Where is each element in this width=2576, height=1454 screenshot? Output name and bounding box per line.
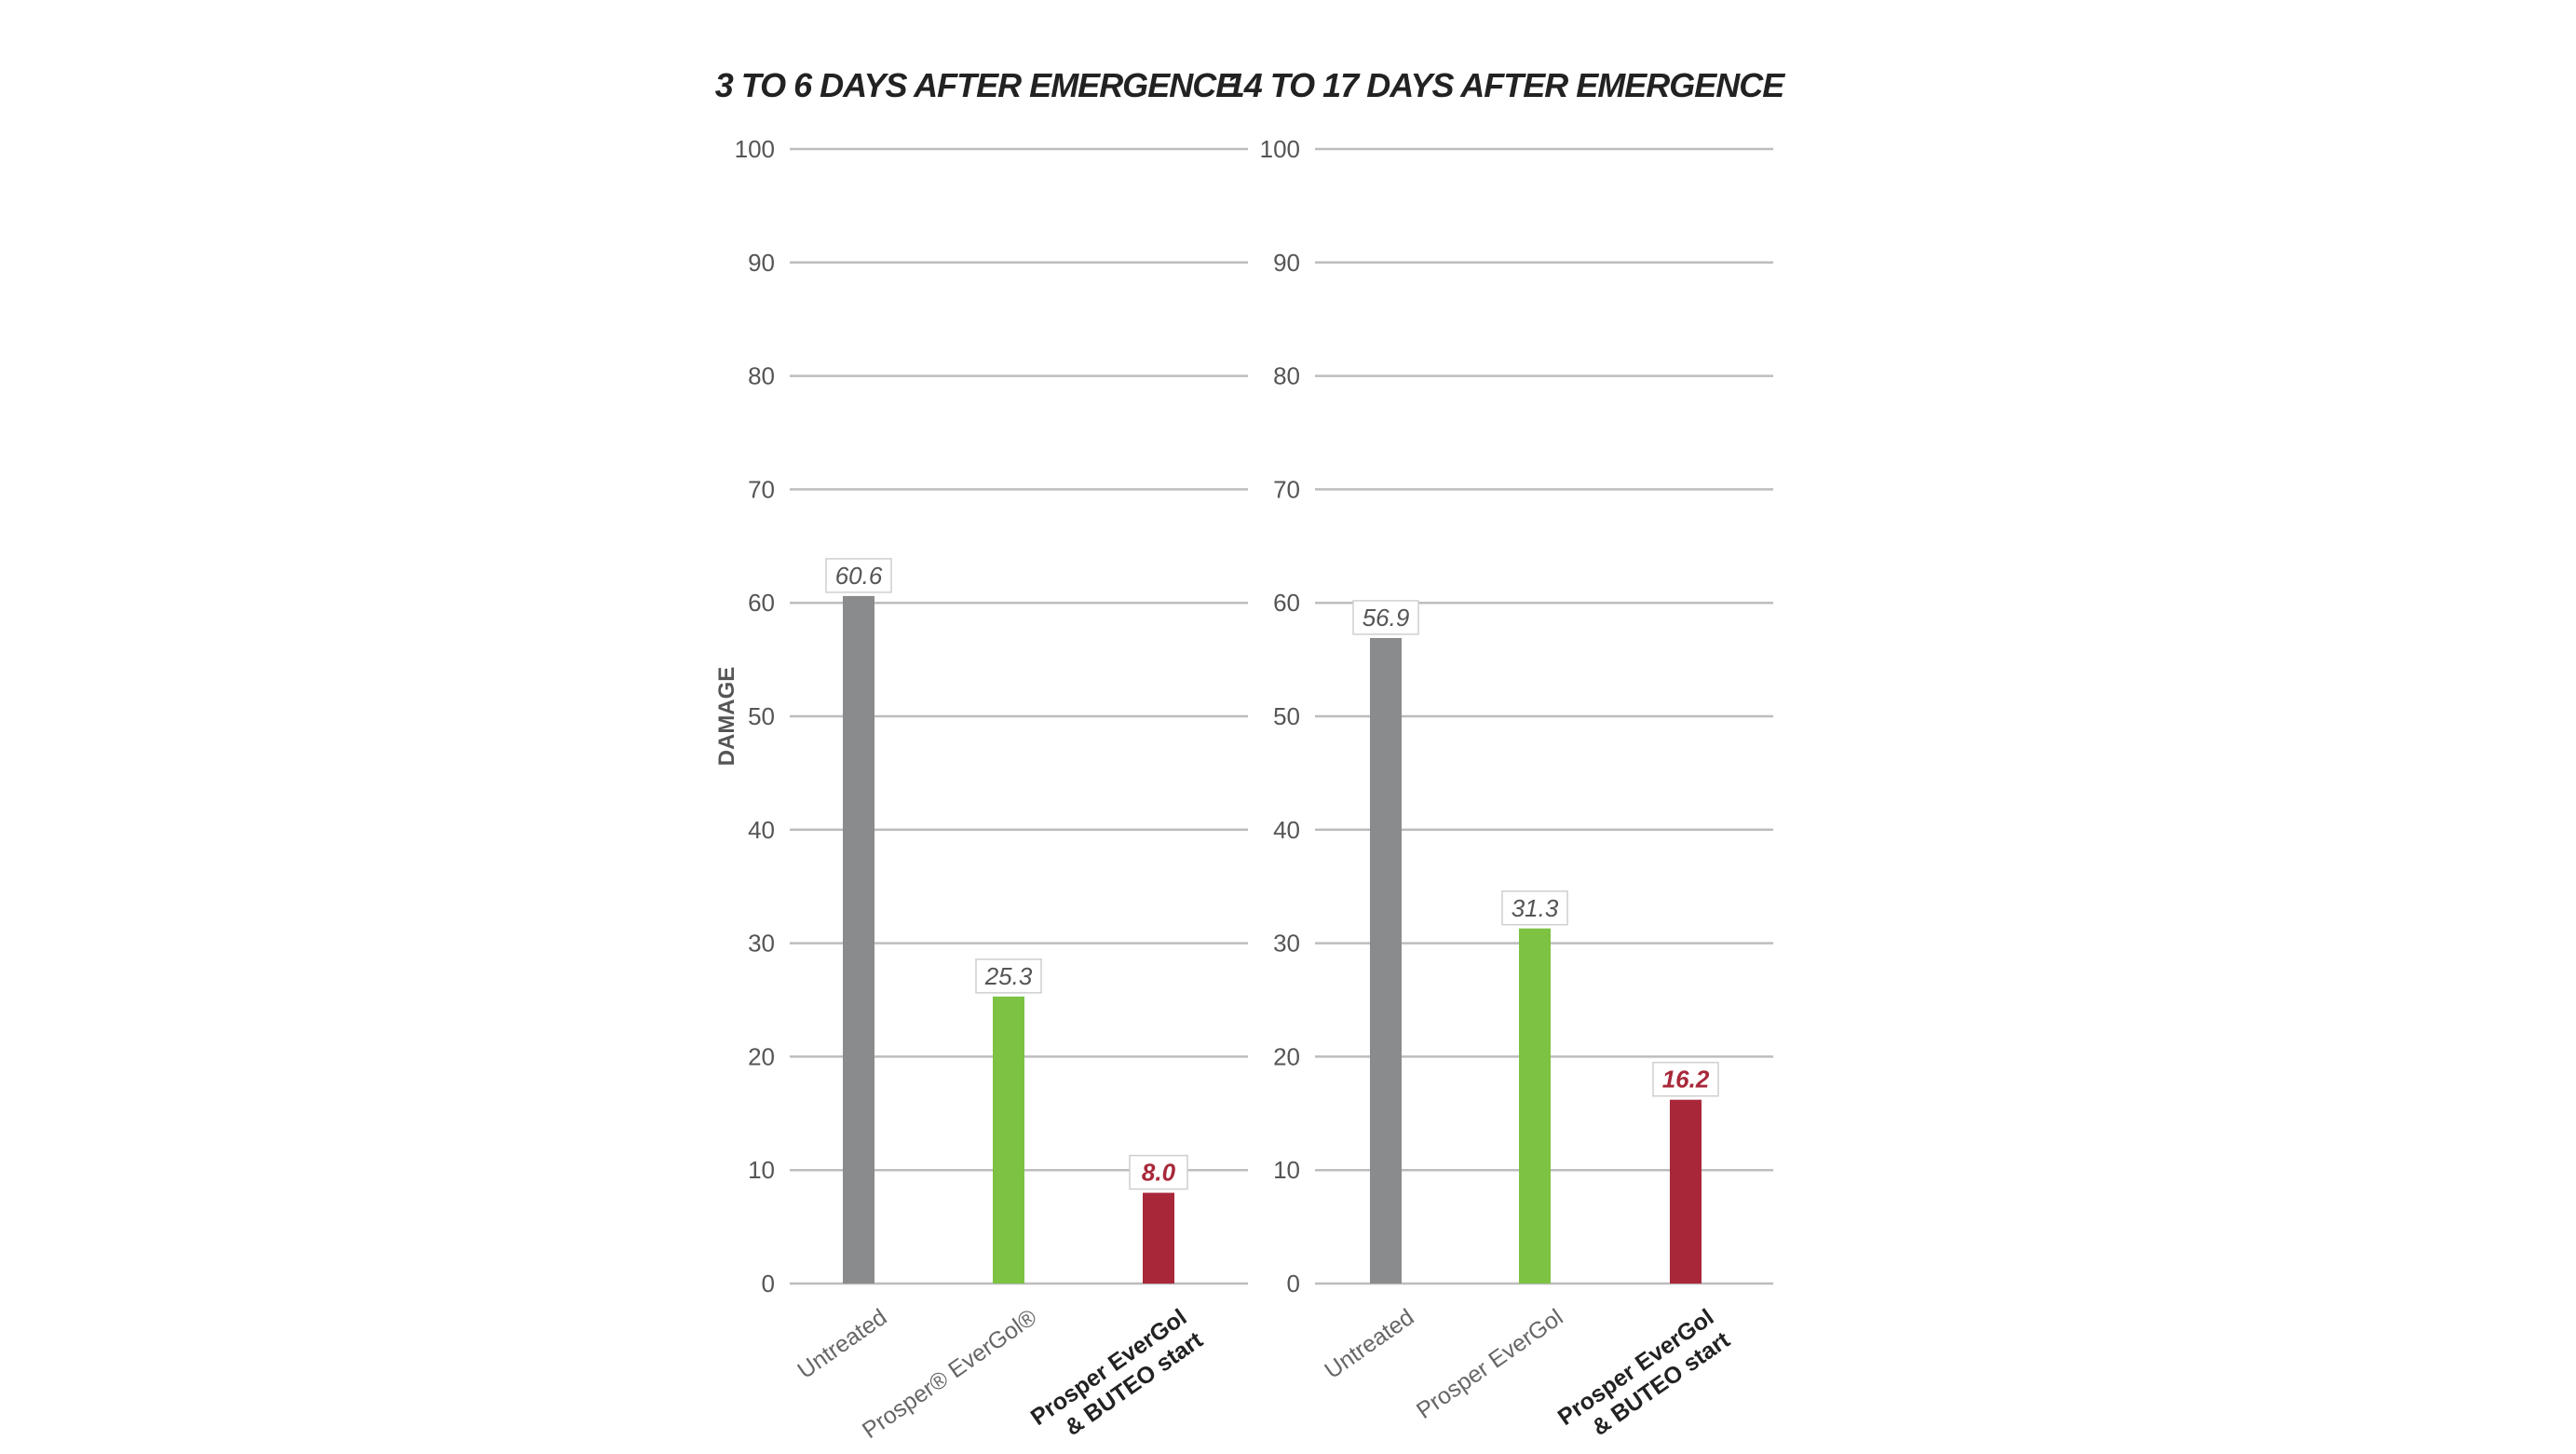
chart1-value-label-3: 8.0: [1142, 1159, 1176, 1187]
chart1-y-tick-0: 0: [762, 1270, 775, 1298]
chart1-y-tick-50: 50: [748, 702, 775, 730]
chart2-y-tick-30: 30: [1273, 930, 1300, 958]
chart2-bar-1: [1370, 637, 1402, 1284]
chart2-bar-3: [1670, 1099, 1702, 1284]
chart1-value-box-2: [975, 958, 1042, 994]
chart1-value-box-1: [825, 558, 892, 593]
chart1-bar-1: [843, 595, 874, 1284]
chart1-y-tick-10: 10: [748, 1156, 775, 1184]
chart1-bar-2: [993, 996, 1024, 1284]
chart2-value-box-3: [1652, 1061, 1719, 1097]
chart2-category-label-1: Untreated: [1320, 1304, 1418, 1384]
chart1-value-label-1: 60.6: [835, 562, 883, 590]
chart1-category-label-3: Prosper EverGol& BUTEO start: [1026, 1304, 1208, 1449]
chart2-y-tick-10: 10: [1273, 1156, 1300, 1184]
chart2-y-tick-40: 40: [1273, 816, 1300, 844]
chart2-value-label-3: 16.2: [1662, 1066, 1710, 1094]
chart2-category-label-1-line-1: Untreated: [1320, 1304, 1418, 1384]
chart2-y-tick-80: 80: [1273, 362, 1300, 390]
chart1-y-tick-30: 30: [748, 930, 775, 958]
chart2-category-label-2: Prosper EverGol: [1412, 1304, 1567, 1424]
chart2-category-label-2-line-1: Prosper EverGol: [1412, 1304, 1567, 1424]
chart2-value-label-1: 56.9: [1363, 604, 1410, 632]
chart1-category-label-1: Untreated: [793, 1304, 891, 1384]
chart1-y-tick-100: 100: [735, 135, 775, 163]
chart1-y-tick-90: 90: [748, 249, 775, 277]
chart2-value-box-1: [1352, 600, 1419, 635]
chart2-y-tick-100: 100: [1260, 135, 1300, 163]
chart1-y-tick-40: 40: [748, 816, 775, 844]
chart1-y-tick-60: 60: [748, 589, 775, 617]
chart2-y-tick-50: 50: [1273, 702, 1300, 730]
chart2-y-tick-20: 20: [1273, 1042, 1300, 1070]
chart2-category-label-3: Prosper EverGol& BUTEO start: [1553, 1304, 1735, 1449]
chart1-y-tick-70: 70: [748, 475, 775, 503]
chart1-y-tick-20: 20: [748, 1042, 775, 1070]
chart1-value-label-2: 25.3: [984, 962, 1033, 990]
chart2-title: 14 TO 17 DAYS AFTER EMERGENCE: [1227, 66, 1785, 104]
chart2-y-tick-0: 0: [1287, 1270, 1300, 1298]
chart1-title: 3 TO 6 DAYS AFTER EMERGENCE: [715, 66, 1239, 104]
chart2-value-box-2: [1501, 890, 1568, 926]
chart2-y-tick-90: 90: [1273, 249, 1300, 277]
chart1-y-axis-title: DAMAGE: [714, 667, 739, 767]
chart1-bar-3: [1143, 1192, 1174, 1284]
chart2-bar-2: [1519, 928, 1551, 1284]
chart1-category-label-1-line-1: Untreated: [793, 1304, 891, 1384]
chart2-y-tick-60: 60: [1273, 589, 1300, 617]
chart1-value-box-3: [1129, 1154, 1188, 1190]
chart1-y-tick-80: 80: [748, 362, 775, 390]
chart2-y-tick-70: 70: [1273, 475, 1300, 503]
chart2-value-label-2: 31.3: [1512, 894, 1559, 922]
